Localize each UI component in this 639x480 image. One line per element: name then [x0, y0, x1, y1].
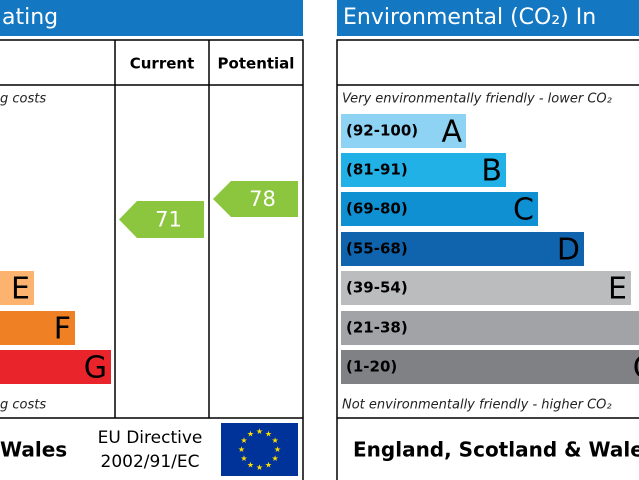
- column-header: Current: [130, 55, 195, 73]
- flag-star: ★: [240, 454, 247, 463]
- directive: EU Directive: [98, 428, 203, 448]
- header-title: Environmental (CO₂) In: [343, 5, 596, 30]
- band-range: (81-91): [346, 161, 408, 179]
- band-letter: A: [441, 115, 462, 150]
- band-range: (92-100): [346, 122, 418, 140]
- column-header: Potential: [218, 55, 295, 73]
- footer: Wales: [0, 438, 67, 462]
- note: g costs: [0, 398, 46, 413]
- table-frame: [336, 39, 639, 480]
- note: Not environmentally friendly - higher CO…: [342, 398, 612, 413]
- flag-star: ★: [247, 429, 254, 438]
- rating-arrow: [119, 201, 204, 238]
- note: g costs: [0, 92, 46, 107]
- band: [0, 311, 75, 345]
- flag-star: ★: [256, 463, 263, 472]
- header-bar: [337, 0, 639, 36]
- header-bar: [0, 0, 303, 36]
- band-letter: G: [84, 351, 107, 386]
- band-range: (39-54): [346, 279, 408, 297]
- band-letter: E: [608, 272, 627, 307]
- flag-star: ★: [238, 445, 245, 454]
- band: [341, 153, 506, 187]
- band-range: (69-80): [346, 200, 408, 218]
- flag-star: ★: [274, 445, 281, 454]
- flag-bg: [221, 423, 298, 476]
- band-letter: F: [54, 312, 71, 347]
- header-title: ating: [2, 5, 58, 30]
- band: [341, 311, 639, 345]
- flag-star: ★: [272, 454, 279, 463]
- band-range: (1-20): [346, 358, 397, 376]
- band-letter: E: [11, 272, 30, 307]
- band: [0, 350, 111, 384]
- band-letter: C: [513, 193, 534, 228]
- band: [341, 350, 639, 384]
- note: Very environmentally friendly - lower CO…: [342, 92, 612, 107]
- rating-arrow: [213, 181, 298, 217]
- flag-star: ★: [247, 461, 254, 470]
- flag-star: ★: [272, 436, 279, 445]
- rating-value: 71: [155, 208, 182, 232]
- band: [341, 271, 631, 305]
- flag-star: ★: [256, 427, 263, 436]
- band-letter: G: [633, 351, 639, 386]
- band: [341, 192, 538, 226]
- flag-star: ★: [265, 429, 272, 438]
- band-range: (55-68): [346, 240, 408, 258]
- footer: England, Scotland & Wale: [353, 438, 639, 462]
- table-frame: [0, 39, 304, 480]
- band: [341, 114, 466, 148]
- band-letter: B: [481, 154, 502, 189]
- flag-star: ★: [240, 436, 247, 445]
- flag-star: ★: [265, 461, 272, 470]
- band-letter: D: [557, 233, 580, 268]
- band: [0, 271, 34, 305]
- eu-flag: ★ ★★★★★★★★★★★: [221, 423, 298, 476]
- directive: 2002/91/EC: [101, 452, 200, 472]
- rating-value: 78: [249, 187, 276, 211]
- band: [341, 232, 584, 266]
- band-range: (21-38): [346, 319, 408, 337]
